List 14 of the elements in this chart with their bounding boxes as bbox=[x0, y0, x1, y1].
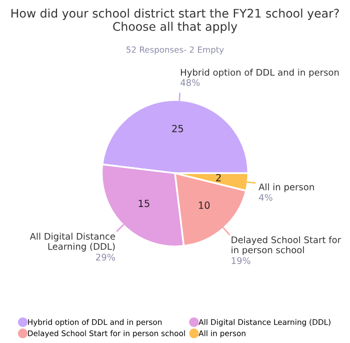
data-label: 25 bbox=[172, 124, 183, 132]
text: 48% bbox=[180, 79, 200, 86]
slice-label: Hybrid option of DDL and in person bbox=[180, 68, 339, 78]
chart-subtitle: 52 Responses- 2 Empty bbox=[126, 46, 224, 54]
data-label: 10 bbox=[199, 202, 210, 209]
text: 19% bbox=[232, 257, 250, 264]
chart-title: How did your school district start the FY21 school year? Choose all that apply bbox=[11, 8, 339, 34]
slice-label: All in person bbox=[258, 183, 314, 192]
data-label: 15 bbox=[138, 200, 150, 208]
data-label: 2 bbox=[216, 174, 221, 182]
text: 4% bbox=[258, 194, 272, 201]
text: 29% bbox=[96, 254, 115, 261]
slice-label: Delayed School Start for in person school bbox=[232, 236, 342, 256]
slice-label: All Digital Distance Learning (DDL) bbox=[30, 232, 116, 252]
